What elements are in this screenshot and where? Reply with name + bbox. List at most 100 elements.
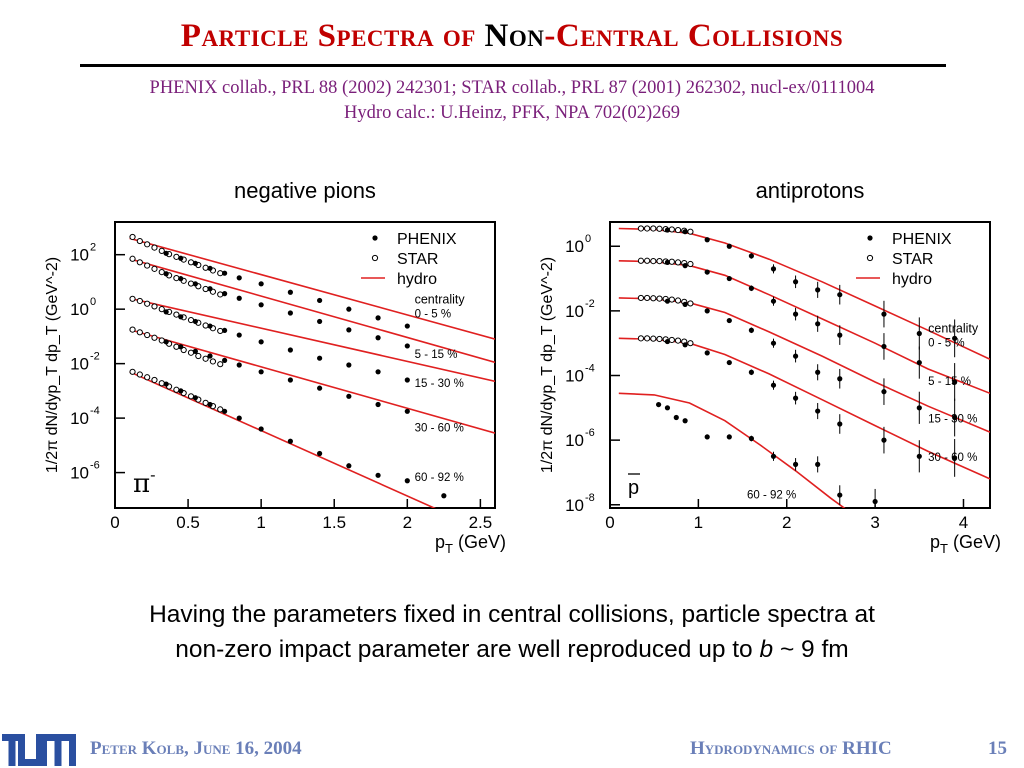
star-point [151,303,158,310]
plot-body: 0 - 5 % 5 - 15 % 15 - 30 % 30 - 60 % 60 - 92… [129,233,495,508]
phenix-point [236,362,242,368]
star-point [202,322,209,329]
phenix-point [207,323,213,329]
phenix-point [770,298,777,304]
star-point [687,260,694,268]
star-point [656,295,663,302]
x-axis-label-sub: T [940,541,948,556]
star-point [637,335,645,342]
star-point [687,228,694,235]
reference-line-1: PHENIX collab., PRL 88 (2002) 242301; ST… [149,78,875,98]
phenix-point [404,478,410,484]
star-point [637,294,645,302]
particle-label-sup: - [150,465,155,484]
page-number: 15 [988,738,1007,759]
star-point [136,237,143,245]
phenix-point [748,369,754,375]
caption-impact-parameter: b [759,636,774,663]
phenix-point [748,253,754,259]
star-point [187,316,195,324]
hydro-curve [618,297,990,433]
star-point [129,295,136,302]
phenix-point [682,301,688,308]
star-point [129,255,136,262]
x-tick-label: 1 [256,513,265,532]
phenix-point [704,350,710,356]
phenix-point [207,286,213,292]
phenix-point [704,308,710,314]
phenix-point [792,311,799,317]
hydro-curve [618,392,846,508]
star-point [144,300,151,307]
star-point [217,291,224,298]
legend-label: PHENIX [397,231,457,248]
star-point [202,264,209,271]
plot-frame [609,221,991,509]
particle-label: p [628,477,639,499]
x-tick-label: 0 [110,513,119,532]
references: PHENIX collab., PRL 88 (2002) 242301; ST… [0,76,1024,126]
star-point [650,258,657,265]
phenix-point [207,353,213,359]
y-tick-label: 10 [565,496,584,515]
phenix-point [375,315,381,321]
star-point [637,225,645,232]
phenix-point [916,330,922,337]
star-point [644,294,651,302]
star-point [674,259,682,266]
phenix-point [375,401,381,408]
star-point [202,355,209,362]
x-tick-label: 0 [605,513,614,532]
x-axis-label: pT (GeV) [930,532,1001,556]
phenix-point [178,314,184,320]
star-point [151,334,158,341]
y-tick-exponent: -4 [585,363,595,375]
star-point [158,380,165,387]
x-tick-label: 2 [782,513,791,532]
phenix-point [704,434,710,440]
phenix-point [837,332,843,338]
centrality-label: 15 - 30 % [415,378,464,390]
phenix-point [222,327,228,334]
centrality-label: 60 - 92 % [415,472,464,484]
phenix-point [258,369,264,375]
y-tick-label: 10 [565,367,584,386]
star-point [668,258,675,265]
x-tick-label: 1.5 [322,513,346,532]
star-point [687,340,694,347]
star-point [151,376,158,384]
phenix-point [726,243,732,249]
y-tick-exponent: -4 [90,405,100,417]
phenix-point [726,359,732,366]
phenix-point [222,408,228,414]
star-point [650,225,657,232]
star-point [151,244,158,251]
phenix-point [222,270,228,276]
legend-filled-marker [867,235,873,241]
phenix-point [236,295,242,301]
phenix-point [207,265,213,271]
slide-title-part2: Non [484,18,545,54]
hydro-curve [129,297,495,383]
phenix-point [748,435,754,442]
phenix-point [163,339,169,345]
phenix-point [404,343,410,349]
phenix-point [952,414,958,421]
hydro-curve [129,371,437,508]
y-tick-exponent: 0 [90,296,96,308]
y-tick-label: 10 [70,300,89,319]
phenix-point [375,335,381,341]
star-point [129,326,136,333]
star-point [158,306,165,313]
y-tick-exponent: -6 [585,427,595,439]
y-tick-label: 10 [565,237,584,256]
phenix-point [726,434,732,440]
star-point [656,225,663,232]
panel-label-antiprotons: antiprotons [755,178,865,203]
phenix-point [704,237,710,243]
phenix-point [192,260,198,267]
star-point [217,406,224,413]
phenix-point [748,327,754,333]
hydro-curve [129,258,495,364]
hydro-curve [129,237,495,340]
